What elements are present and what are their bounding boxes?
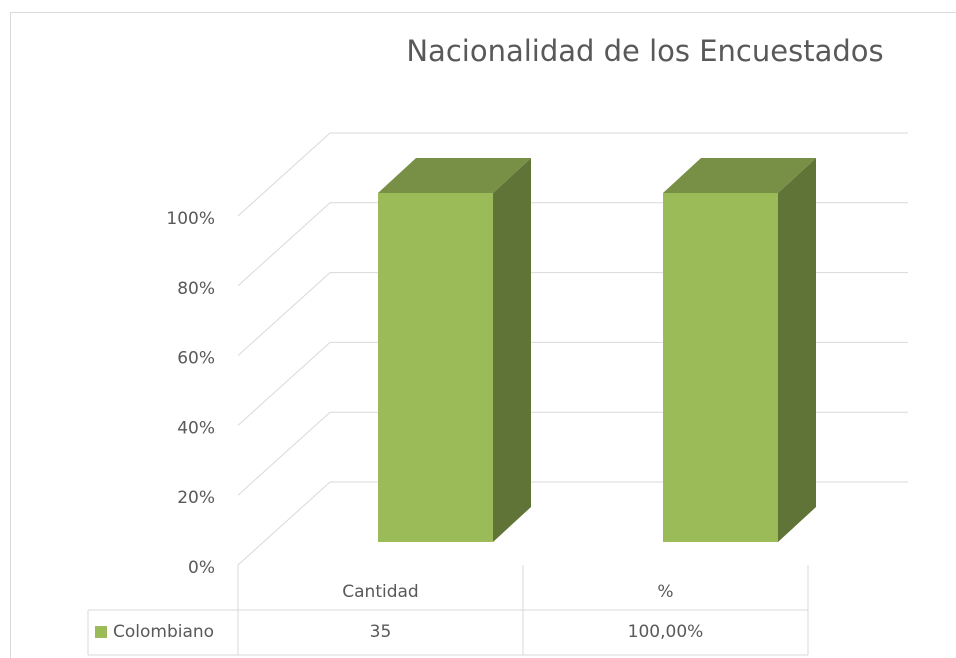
y-tick-label: 60% [177,349,215,369]
grid-line-side [237,342,331,426]
bar [378,193,493,542]
y-tick-label: 20% [177,488,215,508]
chart-border [10,12,956,658]
grid-line-side [237,481,331,566]
x-tick-label: % [657,582,673,602]
bar [663,193,778,542]
table-value: 35 [370,622,392,642]
bar-top [663,158,816,193]
grid-line-side [237,272,331,356]
grid-line-side [237,411,331,496]
grid-line-side [237,202,331,287]
chart-title: Nacionalidad de los Encuestados [406,34,883,68]
bar-side [778,158,816,542]
y-tick-label: 0% [188,558,215,578]
y-tick-label: 100% [166,209,215,229]
table-value: 100,00% [628,622,704,642]
y-tick-label: 80% [177,279,215,299]
y-tick-label: 40% [177,418,215,438]
grid-line-side [237,132,331,217]
bar-side [493,158,531,542]
x-tick-label: Cantidad [342,582,418,602]
bar-top [378,158,531,193]
legend-swatch [95,626,107,638]
legend-label: Colombiano [113,622,214,642]
